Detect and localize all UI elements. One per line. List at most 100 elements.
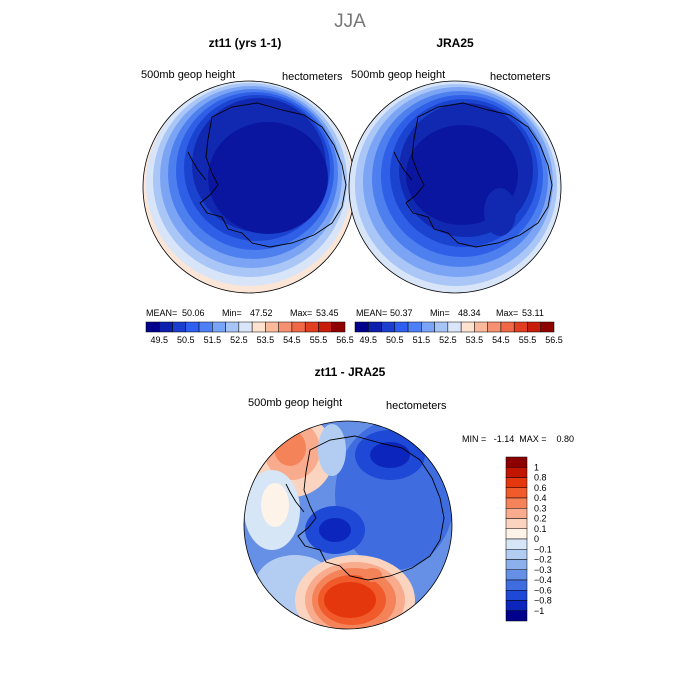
- right-min-label: Min=: [430, 308, 450, 318]
- left-min-value: 47.52: [250, 308, 273, 318]
- colorbar-diff-swatch: [505, 477, 528, 488]
- map-diff: [244, 421, 452, 629]
- colorbar-left-tick-label: 55.5: [310, 335, 328, 345]
- colorbar-right-swatch: [394, 321, 409, 333]
- colorbar-right-swatch: [447, 321, 462, 333]
- colorbar-right-swatch: [381, 321, 396, 333]
- colorbar-diff-swatch: [505, 467, 528, 478]
- panel-diff-title: zt11 - JRA25: [315, 365, 386, 379]
- colorbar-diff-tick-label: −0.8: [534, 596, 552, 606]
- colorbar-diff-tick-label: −1: [534, 606, 544, 616]
- panel-right: JRA25 500mb geop height hectometers MEAN…: [348, 36, 563, 345]
- colorbar-left-swatch: [212, 321, 226, 333]
- left-mean-label: MEAN=: [146, 308, 177, 318]
- colorbar-right-tick-label: 55.5: [519, 335, 537, 345]
- colorbar-right-swatch: [474, 321, 488, 333]
- colorbar-right-tick-label: 52.5: [439, 335, 457, 345]
- colorbar-left-swatch: [159, 321, 173, 333]
- colorbar-left-swatch: [225, 321, 240, 333]
- colorbar-right-swatch: [487, 321, 502, 333]
- map-left: [143, 81, 355, 293]
- colorbar-right-swatch: [407, 321, 422, 333]
- colorbar-diff-tick-label: 0.3: [534, 503, 547, 513]
- peninsula-left: [187, 151, 207, 181]
- panel-diff-minmax: MIN = -1.14 MAX = 0.80: [462, 434, 574, 444]
- colorbar-diff-tick-label: −0.3: [534, 565, 552, 575]
- right-mean-value: 50.37: [390, 308, 413, 318]
- left-max-label: Max=: [290, 308, 312, 318]
- map-diff-border: [243, 420, 453, 630]
- colorbar-left-swatch: [291, 321, 306, 333]
- right-mean-label: MEAN=: [356, 308, 387, 318]
- colorbar-diff-swatch: [505, 538, 528, 550]
- colorbar-diff-tick-label: 1: [534, 462, 539, 472]
- colorbar-right-tick-label: 54.5: [492, 335, 510, 345]
- peninsula-right: [393, 151, 413, 181]
- colorbar-diff-tick-label: 0.4: [534, 493, 547, 503]
- colorbar-diff-tick-label: 0.2: [534, 514, 547, 524]
- colorbar-diff-swatch: [505, 487, 528, 499]
- panel-right-variable-label: 500mb geop height: [351, 69, 445, 81]
- panel-diff: zt11 - JRA25 500mb geop height hectomete…: [243, 365, 574, 630]
- colorbar-right-tick-label: 49.5: [360, 335, 378, 345]
- colorbar-diff-swatch: [505, 569, 528, 581]
- svg-text:MEAN= 50.37 Min=: MEAN= 50.37 Min= 48.34 Max= 53.11: [356, 308, 544, 318]
- colorbar-diff-tick-label: 0.6: [534, 483, 547, 493]
- colorbar-diff-tick-label: 0.8: [534, 473, 547, 483]
- colorbar-left-tick-label: 51.5: [204, 335, 222, 345]
- panel-diff-units-label: hectometers: [386, 400, 447, 412]
- page-title: JJA: [334, 11, 366, 32]
- colorbar-left: 49.5 50.5 51.5 52.5 53.5 54.5 55.5 56.5: [145, 321, 354, 345]
- colorbar-diff-swatch: [505, 590, 528, 601]
- map-right-border: [348, 80, 562, 294]
- panel-left-variable-label: 500mb geop height: [141, 69, 235, 81]
- colorbar-right-swatch: [500, 321, 515, 333]
- panel-diff-variable-label: 500mb geop height: [248, 397, 342, 409]
- colorbar-right-swatch: [513, 321, 528, 333]
- colorbar-left-swatch: [331, 321, 346, 333]
- colorbar-left-swatch: [304, 321, 319, 333]
- colorbar-right-swatch: [368, 321, 382, 333]
- colorbar-diff-swatch: [505, 508, 528, 519]
- colorbar-right-swatch: [527, 321, 541, 333]
- peninsula-diff: [285, 483, 305, 513]
- colorbar-right-tick-label: 51.5: [413, 335, 431, 345]
- colorbar-right-swatch: [460, 321, 475, 333]
- panel-right-units-label: hectometers: [490, 71, 551, 83]
- colorbar-left-tick-label: 53.5: [257, 335, 275, 345]
- panel-left-title: zt11 (yrs 1-1): [209, 36, 282, 50]
- colorbar-right-swatch: [540, 321, 555, 333]
- colorbar-diff-swatch: [505, 549, 528, 560]
- colorbar-diff-swatch: [505, 518, 528, 529]
- map-right: [349, 81, 561, 293]
- colorbar-diff-swatch: [505, 559, 528, 570]
- colorbar-right-tick-label: 56.5: [545, 335, 563, 345]
- colorbar-right: 49.5 50.5 51.5 52.5 53.5 54.5 55.5 56.5: [354, 321, 563, 345]
- right-min-value: 48.34: [458, 308, 481, 318]
- colorbar-left-swatch: [198, 321, 213, 333]
- colorbar-left-swatch: [265, 321, 279, 333]
- right-max-label: Max=: [496, 308, 518, 318]
- colorbar-left-swatch: [145, 321, 160, 333]
- colorbar-right-tick-label: 53.5: [466, 335, 484, 345]
- colorbar-right-tick-label: 50.5: [386, 335, 404, 345]
- colorbar-left-tick-label: 54.5: [283, 335, 301, 345]
- panel-right-title: JRA25: [436, 36, 474, 50]
- colorbar-left-swatch: [172, 321, 187, 333]
- colorbar-left-tick-label: 49.5: [151, 335, 169, 345]
- panel-left: zt11 (yrs 1-1) 500mb geop height hectome…: [141, 36, 356, 345]
- colorbar-diff: 10.80.60.40.30.20.10−0.1−0.2−0.3−0.4−0.6…: [505, 456, 552, 622]
- left-mean-value: 50.06: [182, 308, 205, 318]
- colorbar-diff-swatch: [505, 600, 528, 611]
- colorbar-diff-tick-label: −0.4: [534, 575, 552, 585]
- colorbar-diff-tick-label: 0.1: [534, 524, 547, 534]
- colorbar-diff-tick-label: 0: [534, 534, 539, 544]
- colorbar-left-tick-label: 52.5: [230, 335, 248, 345]
- left-min-label: Min=: [222, 308, 242, 318]
- colorbar-right-swatch: [434, 321, 449, 333]
- colorbar-diff-tick-label: −0.1: [534, 544, 552, 554]
- colorbar-diff-swatch: [505, 610, 528, 622]
- colorbar-left-tick-label: 56.5: [336, 335, 354, 345]
- colorbar-diff-tick-label: −0.6: [534, 585, 552, 595]
